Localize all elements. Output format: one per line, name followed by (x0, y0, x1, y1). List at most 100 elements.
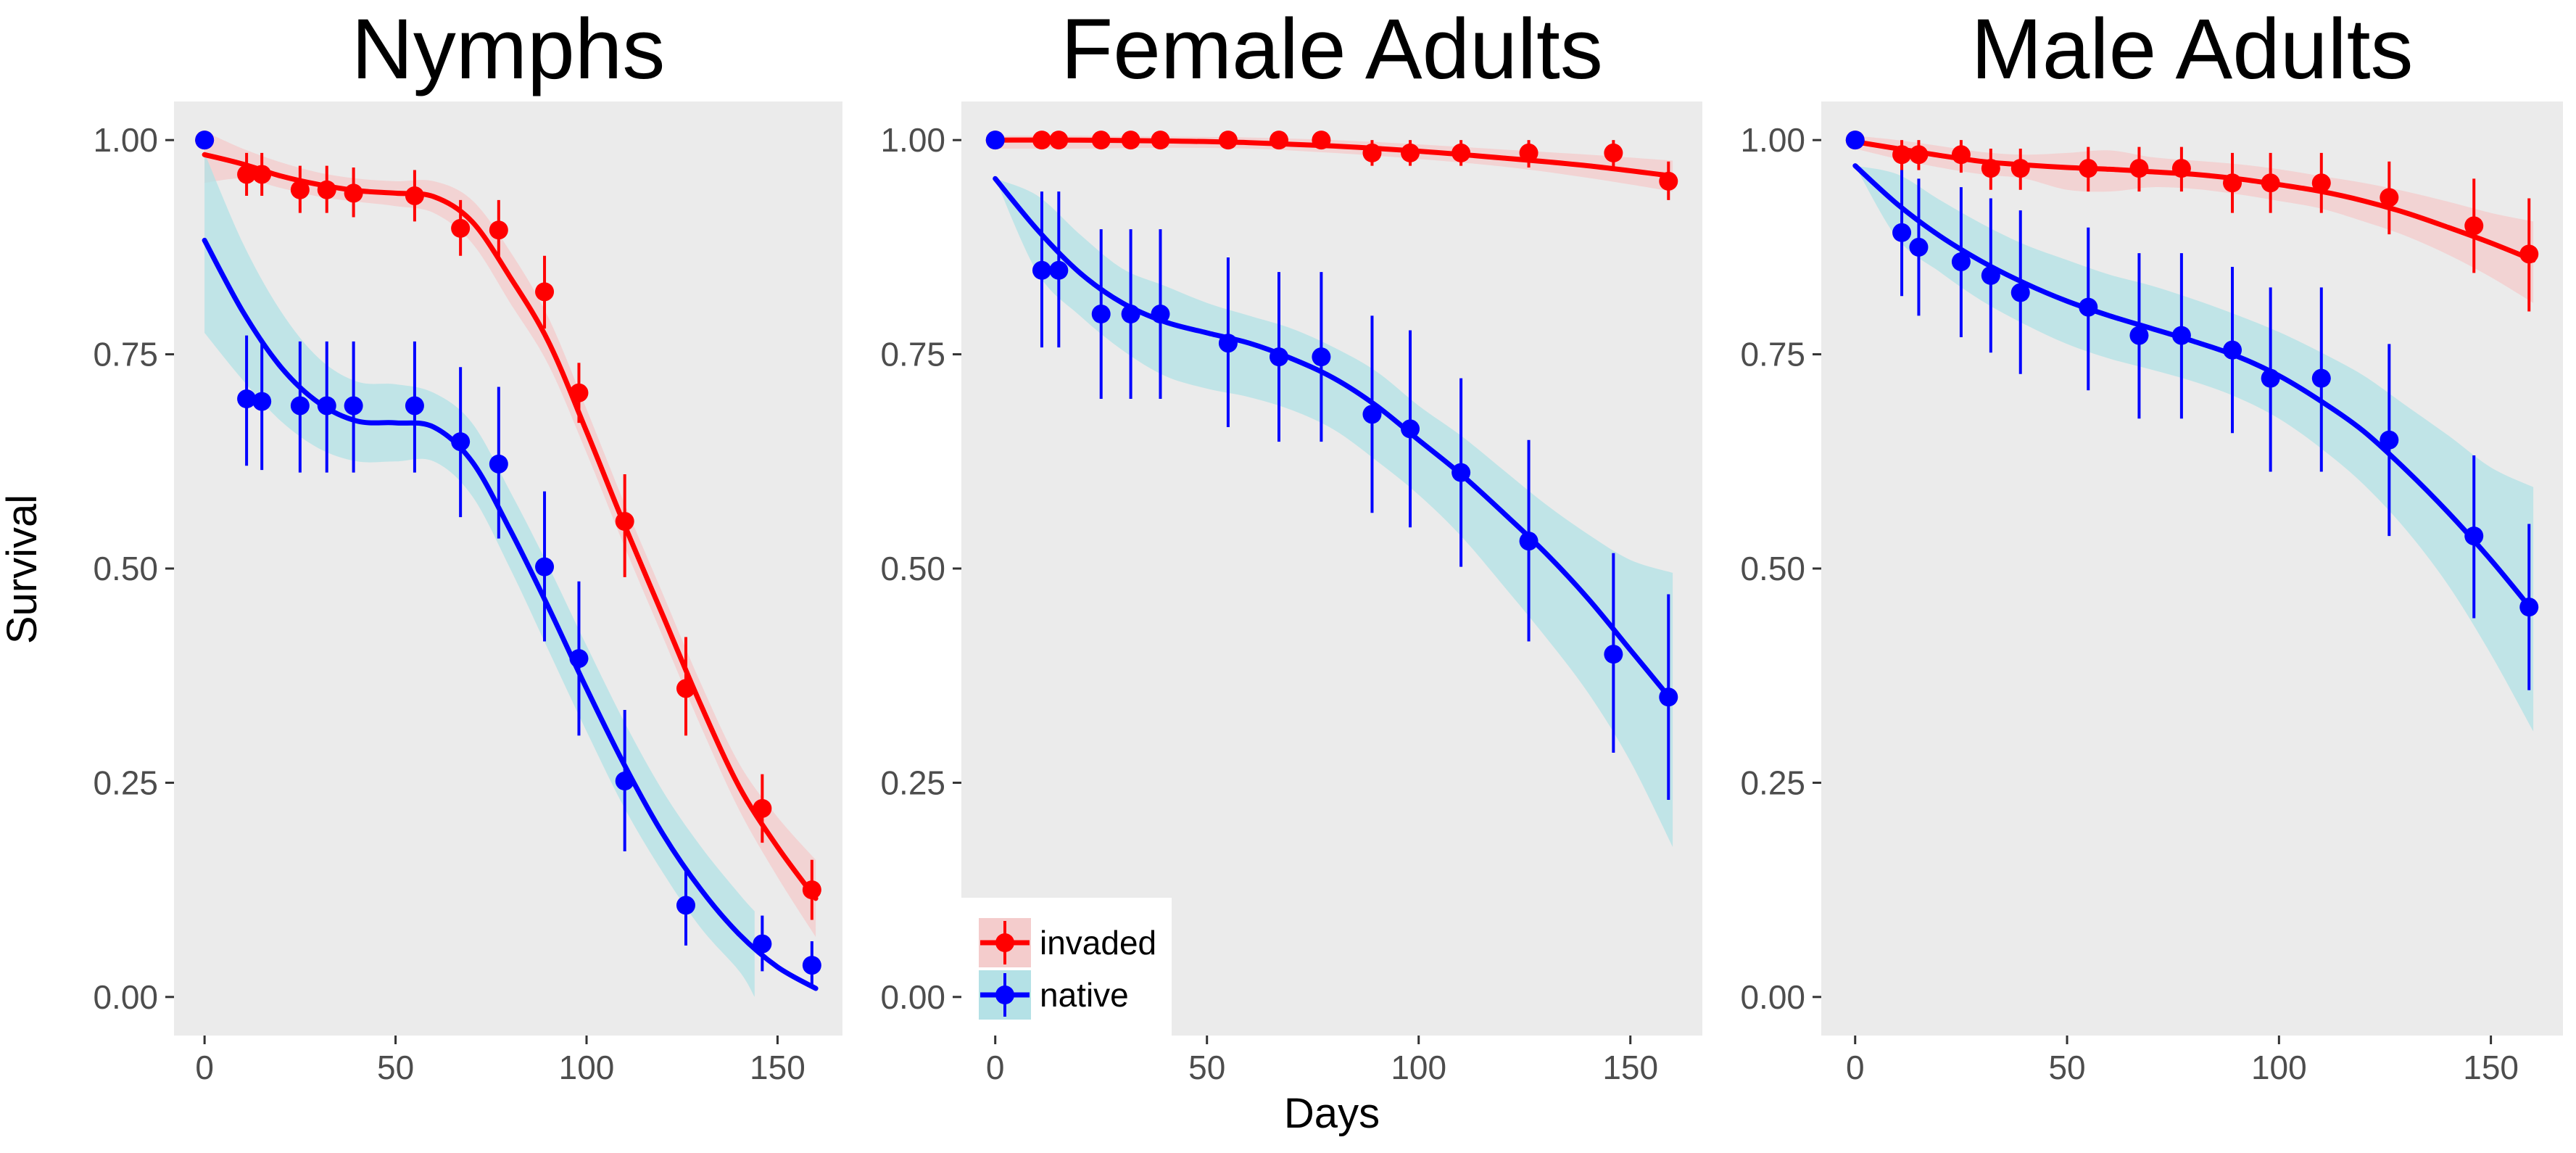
data-point-native (1981, 265, 2000, 285)
confidence-band-native (1855, 165, 2534, 732)
data-point-native (1845, 131, 1865, 150)
x-tick-label: 150 (750, 1049, 805, 1086)
data-point-invaded (1218, 131, 1238, 150)
data-point-native (1604, 645, 1623, 664)
data-point-invaded (290, 180, 310, 199)
data-point-invaded (451, 218, 471, 238)
data-point-native (1401, 419, 1420, 439)
data-point-invaded (2171, 159, 2191, 178)
x-tick-label: 50 (377, 1049, 414, 1086)
data-point-native (2129, 326, 2149, 345)
y-tick-label: 0.25 (1740, 764, 1805, 801)
data-point-native (1032, 260, 1051, 280)
y-tick-label: 0.50 (1740, 550, 1805, 587)
data-point-invaded (1951, 145, 1971, 165)
data-point-native (405, 396, 424, 416)
y-tick-label: 0.50 (880, 550, 945, 587)
data-point-native (344, 396, 363, 416)
data-point-native (1909, 237, 1929, 257)
data-point-native (1270, 347, 1288, 367)
data-point-native (985, 131, 1005, 150)
data-point-native (1091, 305, 1111, 324)
x-tick-label: 0 (195, 1049, 214, 1086)
y-tick-label: 0.00 (93, 978, 158, 1016)
data-point-invaded (317, 180, 336, 199)
y-tick-label: 0.25 (880, 764, 945, 801)
data-point-native (535, 557, 555, 576)
data-point-native (195, 131, 215, 150)
data-point-invaded (1270, 131, 1288, 150)
data-point-native (1659, 687, 1678, 707)
data-point-invaded (1091, 131, 1111, 150)
data-point-invaded (2311, 173, 2331, 193)
data-point-invaded (1892, 145, 1912, 165)
data-point-native (2464, 526, 2484, 546)
data-point-invaded (344, 183, 363, 203)
data-point-invaded (615, 512, 634, 532)
y-tick-label: 0.50 (93, 550, 158, 587)
confidence-band-native (995, 178, 1673, 848)
x-tick-label: 0 (1846, 1049, 1865, 1086)
data-point-invaded (1909, 145, 1929, 165)
data-point-native (676, 896, 695, 915)
data-point-native (2311, 368, 2331, 388)
y-tick-label: 0.75 (1740, 336, 1805, 373)
data-point-invaded (2519, 244, 2539, 264)
data-point-invaded (2010, 159, 2030, 178)
y-axis-title: Survival (0, 495, 46, 644)
data-point-invaded (753, 798, 772, 818)
data-point-invaded (2464, 216, 2484, 236)
x-tick-label: 50 (2048, 1049, 2085, 1086)
data-point-native (1049, 260, 1069, 280)
x-tick-label: 150 (1602, 1049, 1658, 1086)
data-point-invaded (1362, 143, 1382, 162)
data-point-invaded (1401, 143, 1420, 162)
x-axis-title: Days (1284, 1090, 1380, 1137)
x-tick-label: 100 (559, 1049, 615, 1086)
data-point-native (569, 649, 589, 669)
y-tick-label: 0.00 (880, 978, 945, 1016)
data-point-invaded (2079, 159, 2098, 178)
smooth-line-native (1852, 163, 2536, 614)
data-point-native (802, 956, 821, 975)
plot-background (174, 102, 842, 1036)
confidence-band-invaded (1855, 136, 2534, 303)
data-point-native (1892, 223, 1912, 242)
confidence-band-invaded (995, 136, 1673, 192)
data-point-invaded (1604, 143, 1623, 162)
data-point-native (2223, 340, 2242, 360)
data-point-invaded (1981, 159, 2000, 178)
data-point-invaded (2380, 188, 2399, 207)
data-point-native (753, 934, 772, 954)
panel-title: Female Adults (1061, 1, 1603, 97)
data-point-native (1151, 305, 1170, 324)
data-point-invaded (1121, 131, 1140, 150)
data-point-invaded (1519, 143, 1538, 162)
data-point-native (1519, 532, 1538, 551)
data-point-invaded (2223, 173, 2242, 193)
y-tick-label: 0.00 (1740, 978, 1805, 1016)
data-point-invaded (1659, 171, 1678, 191)
x-tick-label: 100 (1391, 1049, 1446, 1086)
data-point-invaded (1312, 131, 1331, 150)
data-point-invaded (1151, 131, 1170, 150)
data-point-invaded (569, 383, 589, 402)
smooth-line-native (202, 237, 819, 991)
data-point-native (451, 432, 471, 452)
data-point-native (317, 396, 336, 416)
legend-label-native: native (1040, 976, 1129, 1014)
y-tick-label: 0.75 (880, 336, 945, 373)
panel-female-adults: Female Adults 0.00 0.25 0.50 0.75 1.00 0 50 100 1… (880, 1, 1702, 1086)
data-point-native (252, 392, 272, 411)
data-point-invaded (237, 165, 257, 184)
data-point-native (237, 389, 257, 409)
y-tick-label: 1.00 (880, 121, 945, 159)
legend-point-invaded (995, 933, 1014, 952)
x-tick-label: 100 (2251, 1049, 2307, 1086)
panel-male-adults: Male Adults 0.00 0.25 0.50 0.75 1.00 0 50 100 150 (1740, 1, 2563, 1086)
data-point-native (615, 772, 634, 791)
data-point-invaded (1032, 131, 1051, 150)
data-point-invaded (2129, 159, 2149, 178)
data-point-native (1951, 252, 1971, 271)
